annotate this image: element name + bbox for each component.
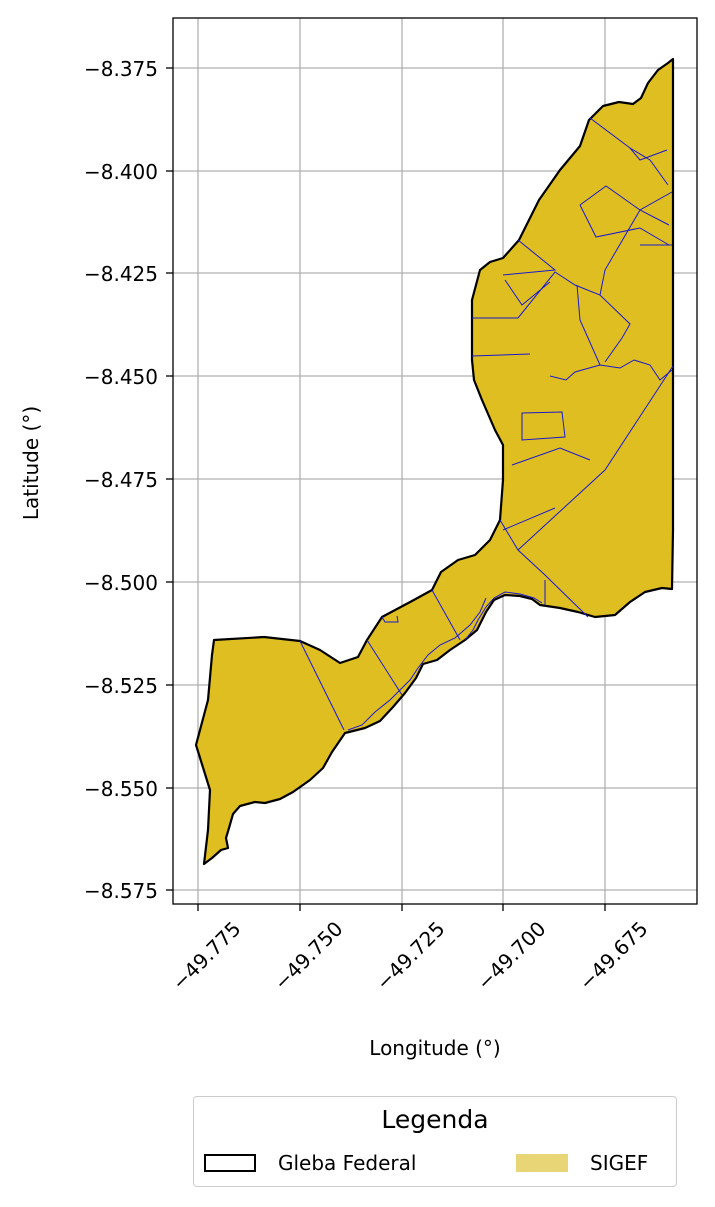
axes-frame: [172, 17, 698, 905]
legend-entry-sigef: SIGEF: [516, 1149, 648, 1177]
gleba-federal-polygon: [194, 57, 675, 866]
y-tick-label: −8.375: [84, 57, 158, 81]
x-tick-label: −49.700: [472, 917, 550, 995]
y-tick-labels: −8.375 −8.400 −8.425 −8.450 −8.475 −8.50…: [84, 57, 158, 903]
x-tick-label: −49.750: [269, 917, 347, 995]
y-tick-label: −8.575: [84, 879, 158, 903]
y-tick-label: −8.450: [84, 365, 158, 389]
legend-title: Legenda: [381, 1105, 489, 1134]
y-tick-label: −8.475: [84, 468, 158, 492]
legend: Legenda Gleba Federal SIGEF: [193, 1096, 677, 1187]
x-tick-marks: [197, 904, 606, 911]
x-tick-labels: −49.775 −49.750 −49.725 −49.700 −49.675: [167, 917, 652, 995]
legend-label-sigef: SIGEF: [590, 1151, 649, 1175]
x-tick-label: −49.675: [574, 917, 652, 995]
legend-entry-gleba: Gleba Federal: [204, 1149, 416, 1177]
sigef-parcel-boundaries: [299, 117, 674, 731]
y-tick-marks: [166, 67, 173, 891]
x-tick-label: −49.725: [371, 917, 449, 995]
y-tick-label: −8.525: [84, 674, 158, 698]
legend-swatch-fill: [516, 1154, 568, 1172]
x-axis-label: Longitude (°): [369, 1036, 500, 1060]
y-tick-label: −8.425: [84, 262, 158, 286]
x-tick-label: −49.775: [167, 917, 245, 995]
legend-label-gleba: Gleba Federal: [278, 1151, 417, 1175]
y-axis-label: Latitude (°): [19, 406, 43, 520]
y-tick-label: −8.550: [84, 777, 158, 801]
y-tick-label: −8.500: [84, 571, 158, 595]
legend-swatch-outline: [204, 1154, 256, 1172]
y-tick-label: −8.400: [84, 160, 158, 184]
